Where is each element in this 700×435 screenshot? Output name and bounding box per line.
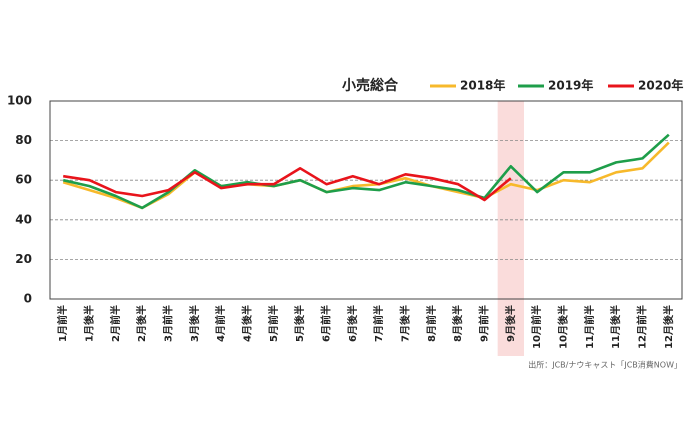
y-tick-label: 100 (7, 94, 32, 108)
x-tick-label: 9月後半 (504, 305, 517, 342)
x-tick-label: 5月後半 (293, 305, 306, 342)
x-tick-label: 7月後半 (399, 305, 412, 342)
y-tick-label: 80 (15, 133, 32, 147)
x-tick-label: 12月後半 (662, 305, 675, 349)
series-line (62, 141, 670, 210)
x-tick-label: 10月前半 (530, 305, 543, 349)
plot-frame (49, 100, 683, 300)
y-tick-label: 60 (15, 173, 32, 187)
x-tick-label: 10月後半 (557, 305, 570, 349)
x-tick-label: 4月後半 (241, 305, 254, 342)
y-tick-label: 20 (15, 252, 32, 266)
x-tick-label: 3月前半 (162, 305, 175, 342)
x-tick-label: 11月後半 (609, 305, 622, 349)
x-tick-label: 7月前半 (372, 305, 385, 342)
x-tick-label: 2月前半 (109, 305, 122, 342)
series-line (63, 167, 512, 202)
x-tick-label: 1月前半 (56, 305, 69, 342)
x-tick-label: 11月前半 (583, 305, 596, 349)
legend-label: 2020年 (638, 78, 683, 93)
x-tick-label: 4月前半 (214, 305, 227, 342)
x-tick-label: 6月後半 (346, 305, 359, 342)
y-tick-label: 40 (15, 212, 32, 226)
x-tick-label: 12月前半 (636, 305, 649, 349)
x-tick-label: 8月前半 (425, 305, 438, 342)
source-note: 出所：JCB/ナウキャスト「JCB消費NOW」 (528, 360, 682, 370)
x-tick-label: 6月前半 (320, 305, 333, 342)
y-tick-label: 0 (24, 292, 32, 306)
legend-label: 2018年 (460, 78, 505, 93)
x-tick-label: 2月後半 (135, 305, 148, 342)
x-tick-label: 3月後半 (188, 305, 201, 342)
x-tick-label: 9月前半 (478, 305, 491, 342)
series-line (62, 133, 670, 210)
chart-title: 小売総合 (342, 77, 399, 94)
legend-label: 2019年 (548, 78, 593, 93)
x-tick-label: 8月後半 (451, 305, 464, 342)
x-tick-label: 1月後半 (83, 305, 96, 342)
highlight-band (497, 101, 524, 356)
x-tick-label: 5月前半 (267, 305, 280, 342)
